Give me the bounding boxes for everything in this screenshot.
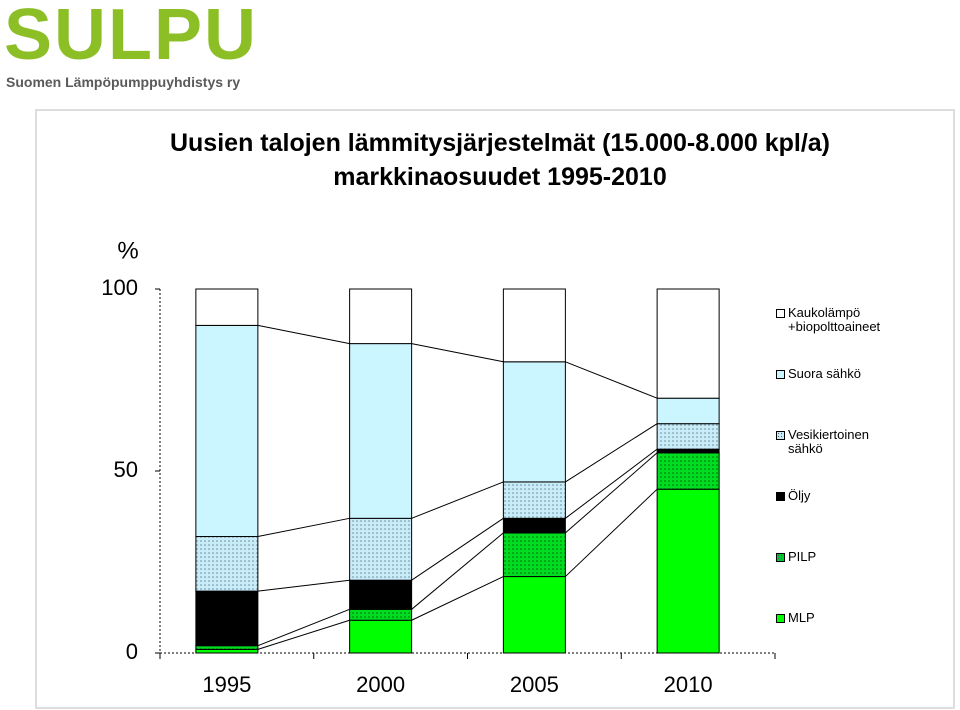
connector-line [411,517,504,581]
bar-segment [349,608,413,621]
bar-segment [502,481,566,519]
connector-line [257,324,350,345]
bar-segment [656,488,720,654]
connector-line [257,608,350,647]
legend-item: Suora sähkö [776,367,946,428]
legend-label: Kaukolämpö +biopolttoaineet [788,305,881,334]
connector-line [565,452,658,534]
bar-segment [502,361,566,483]
legend-item: Vesikiertoinen sähkö [776,428,946,489]
bar-segment [195,645,259,650]
y-axis-label: % [117,237,138,264]
logo: SULPU [4,0,259,75]
legend-label: Suora sähkö [788,366,861,381]
bar-segment [656,452,720,490]
bar-segment [195,536,259,592]
connector-line [411,532,504,610]
bar-segment [656,397,720,425]
legend-swatch [776,614,785,623]
chart-title: Uusien talojen lämmitysjärjestelmät (15.… [169,129,831,191]
bar-segment [195,288,259,326]
bar-segment [349,343,413,519]
legend-swatch [776,309,785,318]
bar-segment [349,288,413,345]
connector-line [257,619,350,650]
bar-segment [656,288,720,399]
bar-segment [502,532,566,578]
x-tick-label: 2005 [510,672,559,697]
connector-line [257,517,350,538]
logo-subtitle: Suomen Lämpöpumppuyhdistys ry [6,74,241,90]
connector-line [411,576,504,621]
bar-segment [656,423,720,450]
connector-line [411,481,504,519]
bar-segment [349,579,413,610]
legend-item: MLP [776,611,946,672]
bar-segment [502,576,566,654]
y-tick-label: 50 [114,457,138,482]
legend-label: Vesikiertoinen sähkö [788,427,869,456]
connector-line [565,448,658,519]
x-tick-label: 1995 [202,672,251,697]
connector-line [257,579,350,592]
bar-segment [349,619,413,654]
bar-segment [502,517,566,534]
connector-line [565,361,658,399]
legend-item: Kaukolämpö +biopolttoaineet [776,306,946,367]
connector-line [411,343,504,363]
y-tick-label: 100 [101,275,138,300]
legend-swatch [776,492,785,501]
legend: Kaukolämpö +biopolttoaineet Suora sähkö Ve… [776,306,946,672]
legend-item: Öljy [776,489,946,550]
bar-segment [349,517,413,581]
legend-label: MLP [788,610,815,625]
legend-label: Öljy [788,488,811,503]
bar-segment [502,288,566,363]
legend-swatch [776,431,785,440]
x-tick-label: 2000 [356,672,405,697]
connector-line [565,488,658,577]
legend-swatch [776,553,785,562]
bar-segment [195,324,259,538]
legend-item: PILP [776,550,946,611]
x-tick-label: 2010 [664,672,713,697]
bar-segment [656,448,720,454]
connector-line [565,423,658,483]
chart-frame [35,109,955,709]
y-tick-label: 0 [126,639,138,664]
legend-label: PILP [788,549,817,564]
bar-segment [195,590,259,647]
bar-segment [195,648,259,654]
legend-swatch [776,370,785,379]
